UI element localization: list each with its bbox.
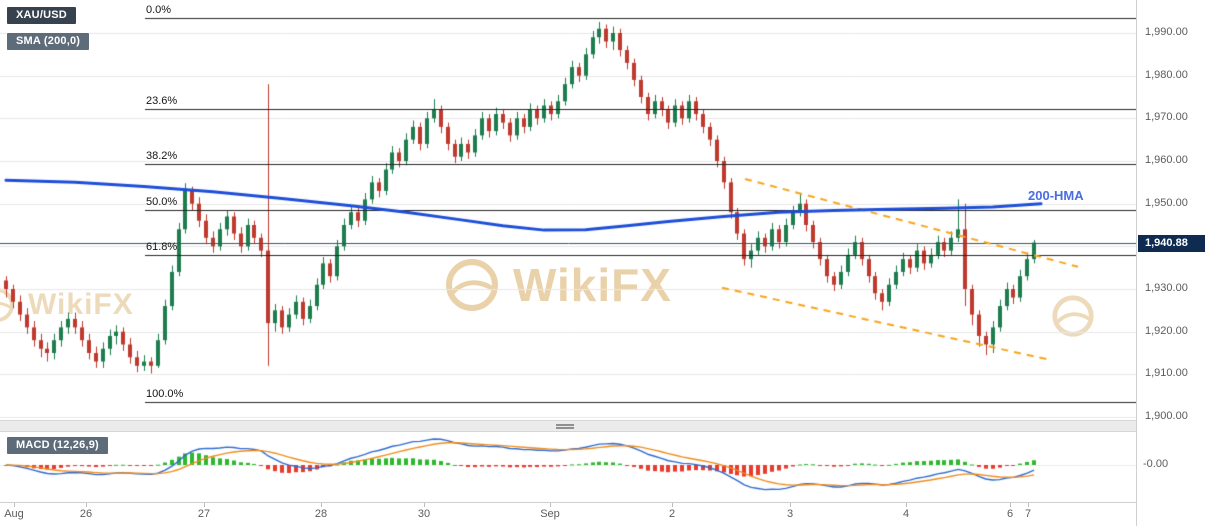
time-tick-mark (906, 503, 907, 507)
time-tick-mark (1010, 503, 1011, 507)
price-tick-label: 1,930.00 (1145, 282, 1188, 294)
hma-label: 200-HMA (1028, 188, 1084, 203)
price-axis[interactable]: 1,940.88 -0.00 1,990.00 1,980.00 1,970.00 1… (1136, 0, 1207, 526)
time-tick-label: 7 (1024, 508, 1032, 520)
sma-legend-badge: SMA (200,0) (7, 33, 90, 50)
pane-separator (0, 420, 1137, 432)
pane-resize-handle[interactable] (556, 423, 574, 430)
price-tick-label: 1,950.00 (1145, 196, 1188, 209)
time-tick-mark (14, 503, 15, 507)
time-tick-label: 30 (417, 508, 431, 520)
time-tick-mark (672, 503, 673, 507)
time-tick-label: 28 (314, 508, 328, 520)
price-tick-label: 1,990.00 (1145, 26, 1188, 38)
time-tick-label: 27 (197, 508, 211, 520)
time-tick-mark (321, 503, 322, 507)
macd-zero-label: -0.00 (1143, 458, 1169, 470)
price-tick-label: 1,960.00 (1145, 154, 1188, 166)
macd-legend-badge: MACD (12,26,9) (7, 437, 108, 454)
time-tick-label: 3 (786, 508, 794, 520)
time-tick-mark (1028, 503, 1029, 507)
time-tick-mark (550, 503, 551, 507)
price-tick-label: 1,920.00 (1145, 324, 1188, 337)
price-tick-label: 1,980.00 (1145, 68, 1188, 81)
time-tick-label: Sep (540, 508, 560, 520)
time-tick-mark (424, 503, 425, 507)
symbol-badge: XAU/USD (7, 7, 76, 24)
time-tick-label: 6 (1006, 508, 1014, 520)
macd-indicator-chart[interactable] (0, 432, 1137, 502)
time-tick-mark (790, 503, 791, 507)
time-tick-mark (204, 503, 205, 507)
current-price-badge: 1,940.88 (1138, 234, 1205, 252)
price-tick-label: 1,900.00 (1145, 410, 1188, 422)
price-tick-label: 1,970.00 (1145, 111, 1188, 124)
price-tick-label: 1,910.00 (1145, 367, 1188, 380)
time-tick-label: 4 (902, 508, 910, 520)
time-tick-mark (86, 503, 87, 507)
time-axis[interactable]: Aug 26 27 28 30 Sep 2 3 4 6 7 (0, 502, 1137, 526)
time-tick-label: Aug (4, 508, 24, 520)
time-tick-label: 26 (79, 508, 93, 520)
main-price-chart[interactable] (0, 0, 1137, 420)
time-tick-label: 2 (668, 508, 676, 520)
